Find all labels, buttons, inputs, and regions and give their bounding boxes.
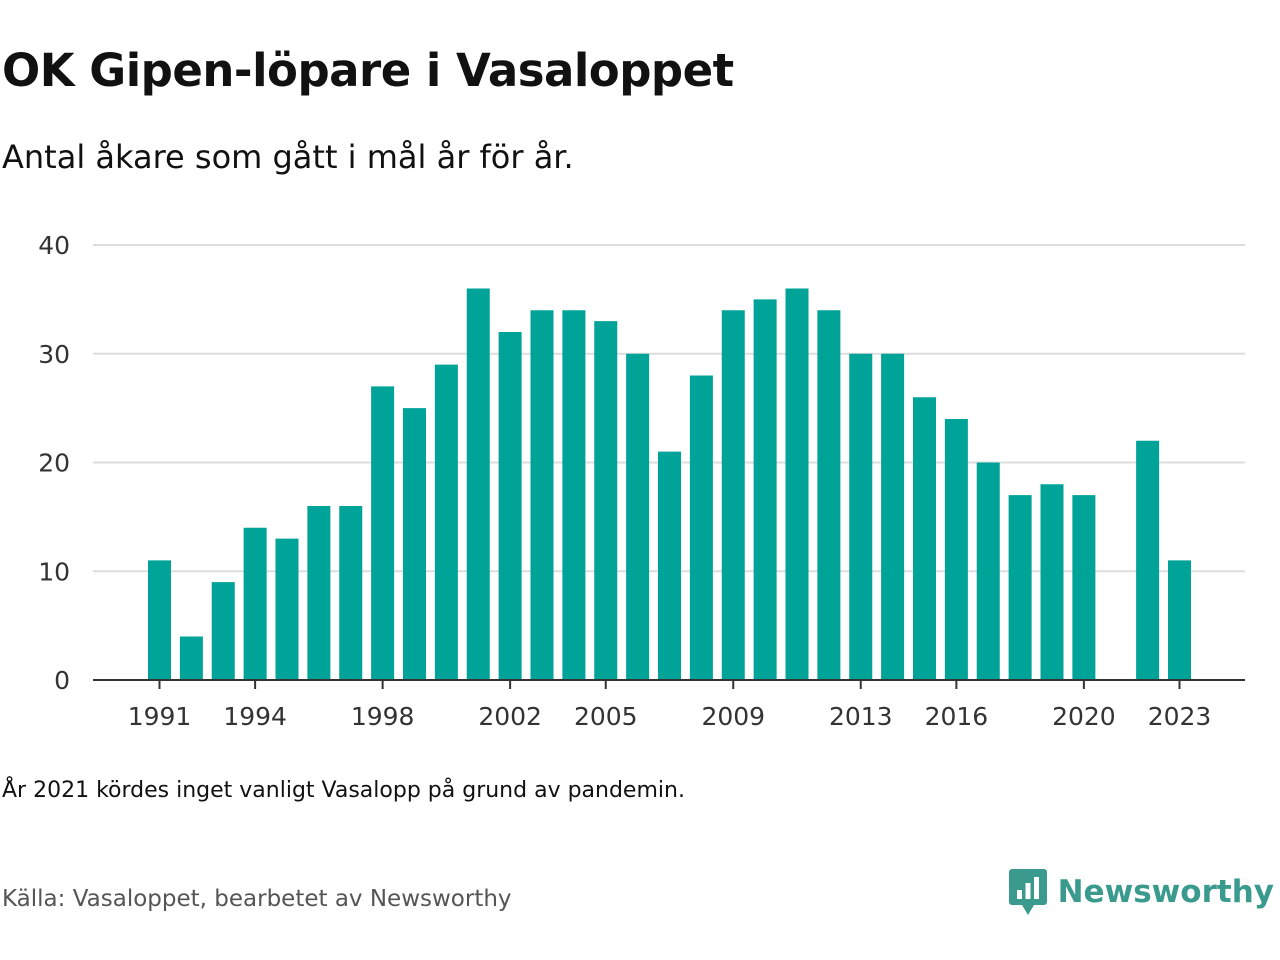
chart-note: År 2021 kördes inget vanligt Vasalopp på… (2, 778, 685, 803)
bar-2009 (721, 310, 745, 680)
source-credit: Källa: Vasaloppet, bearbetet av Newswort… (2, 886, 512, 912)
x-tick-label: 2002 (478, 702, 542, 731)
bar-2018 (1008, 495, 1032, 680)
bar-2008 (689, 375, 713, 680)
x-tick-label: 2005 (574, 702, 638, 731)
bar-1992 (179, 636, 203, 680)
brand-name: Newsworthy (1057, 874, 1274, 910)
chart-subtitle: Antal åkare som gått i mål år för år. (2, 138, 574, 176)
bar-2007 (658, 451, 681, 680)
bar-2003 (530, 310, 554, 680)
bar-1995 (275, 538, 299, 680)
x-tick-label: 1994 (223, 702, 287, 731)
y-tick-label: 10 (38, 557, 70, 586)
bar-1997 (339, 506, 363, 680)
bar-2011 (785, 288, 809, 680)
bar-1996 (307, 506, 331, 680)
bar-2016 (944, 419, 968, 680)
bar-2014 (881, 353, 905, 680)
newsworthy-logo-icon (1008, 869, 1047, 915)
bar-chart: 1991 1994 1998 2002 2005 2009 2013 2016 2020 2023… (38, 231, 1245, 731)
bar-2001 (466, 288, 490, 680)
bar-2020 (1072, 495, 1096, 680)
x-tick-label: 2016 (925, 702, 989, 731)
bar-2012 (817, 310, 841, 680)
bars (148, 288, 1191, 680)
y-axis: 0 10 20 30 40 (38, 231, 70, 695)
bar-2022 (1136, 440, 1160, 680)
y-tick-label: 40 (38, 231, 70, 260)
bar-2002 (498, 332, 522, 680)
newsworthy-brand: Newsworthy (1008, 868, 1274, 916)
bar-2004 (562, 310, 586, 680)
bar-1991 (148, 560, 171, 680)
bar-2019 (1040, 484, 1064, 680)
x-tick-label: 2020 (1052, 702, 1116, 731)
bar-1993 (211, 582, 235, 680)
x-tick-label: 2013 (829, 702, 893, 731)
x-tick-label: 1998 (351, 702, 415, 731)
bar-2000 (434, 364, 458, 680)
y-tick-label: 30 (38, 340, 70, 369)
bar-2005 (594, 321, 618, 680)
y-tick-label: 20 (38, 449, 70, 478)
x-tick-label: 2023 (1148, 702, 1212, 731)
bar-2015 (913, 397, 936, 680)
bar-2023 (1168, 560, 1191, 680)
bar-2010 (753, 299, 777, 680)
bar-2013 (849, 353, 873, 680)
chart-title: OK Gipen-löpare i Vasaloppet (2, 44, 734, 97)
x-axis: 1991 1994 1998 2002 2005 2009 2013 2016 2020 2023 (128, 680, 1212, 731)
bar-2006 (626, 353, 650, 680)
y-tick-label: 0 (54, 666, 70, 695)
bar-1994 (243, 527, 267, 680)
bar-1999 (403, 408, 426, 680)
x-tick-label: 1991 (128, 702, 192, 731)
bar-2017 (976, 462, 1000, 680)
x-tick-label: 2009 (701, 702, 765, 731)
bar-1998 (371, 386, 395, 680)
